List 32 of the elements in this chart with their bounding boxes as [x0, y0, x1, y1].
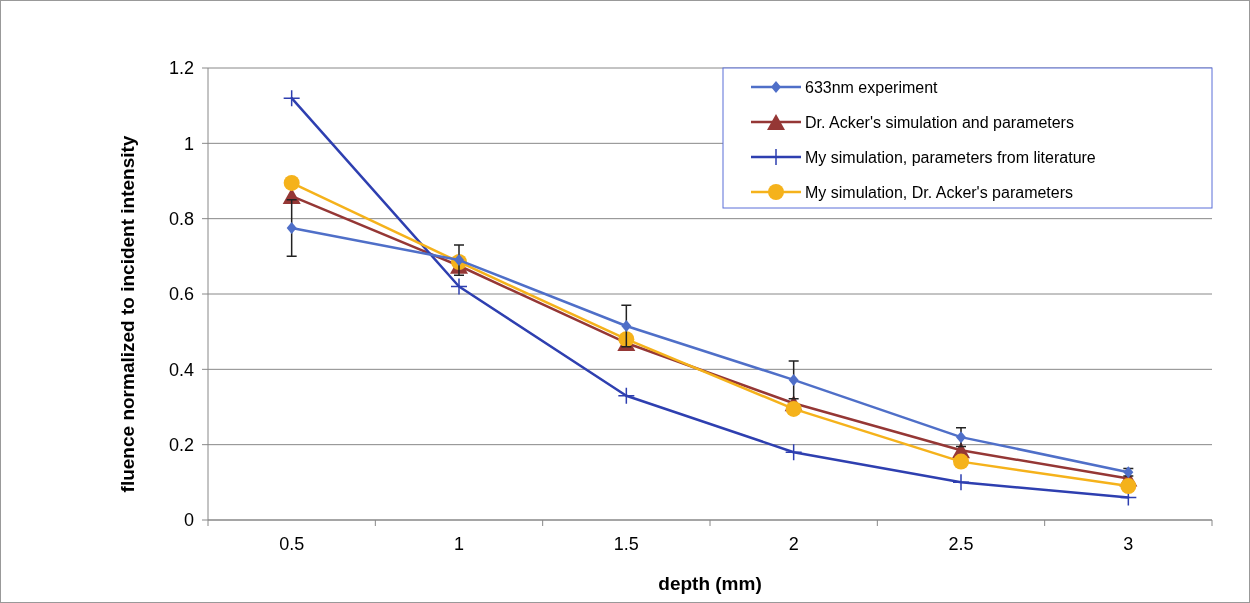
y-tick-label: 1 — [183, 133, 194, 154]
x-tick-label: 0.5 — [279, 534, 305, 554]
y-tick-label: 0.8 — [168, 208, 194, 229]
x-tick-label: 1.5 — [613, 534, 639, 554]
x-tick-label: 2.5 — [948, 534, 974, 554]
x-tick-label: 3 — [1123, 534, 1134, 554]
x-tick-label: 1 — [453, 534, 465, 554]
point — [621, 320, 632, 333]
legend-label: My simulation, parameters from literature — [805, 148, 1096, 166]
point — [282, 89, 301, 107]
y-tick-label: 1.2 — [168, 58, 194, 79]
y-tick-label: 0.6 — [168, 284, 194, 305]
x-tick-label: 2 — [788, 534, 799, 554]
point — [617, 386, 636, 405]
y-tick-label: 0.4 — [168, 359, 194, 380]
point — [956, 431, 966, 444]
y-tick-label: 0 — [183, 510, 194, 531]
point — [953, 453, 969, 470]
y-tick-label: 0.2 — [168, 434, 194, 455]
point — [784, 443, 803, 461]
x-axis-title: depth (mm) — [658, 573, 762, 594]
legend-label: My simulation, Dr. Acker's parameters — [805, 183, 1074, 201]
point — [788, 373, 799, 386]
legend-label: Dr. Acker's simulation and parameters — [805, 113, 1074, 131]
point — [286, 222, 297, 235]
point — [283, 174, 300, 191]
point — [1120, 478, 1137, 495]
point — [785, 400, 802, 417]
y-axis-title: fluence normalized to incident intensity — [117, 135, 138, 493]
legend-label: 633nm experiment — [805, 78, 939, 96]
point — [952, 473, 970, 492]
point — [450, 277, 468, 296]
